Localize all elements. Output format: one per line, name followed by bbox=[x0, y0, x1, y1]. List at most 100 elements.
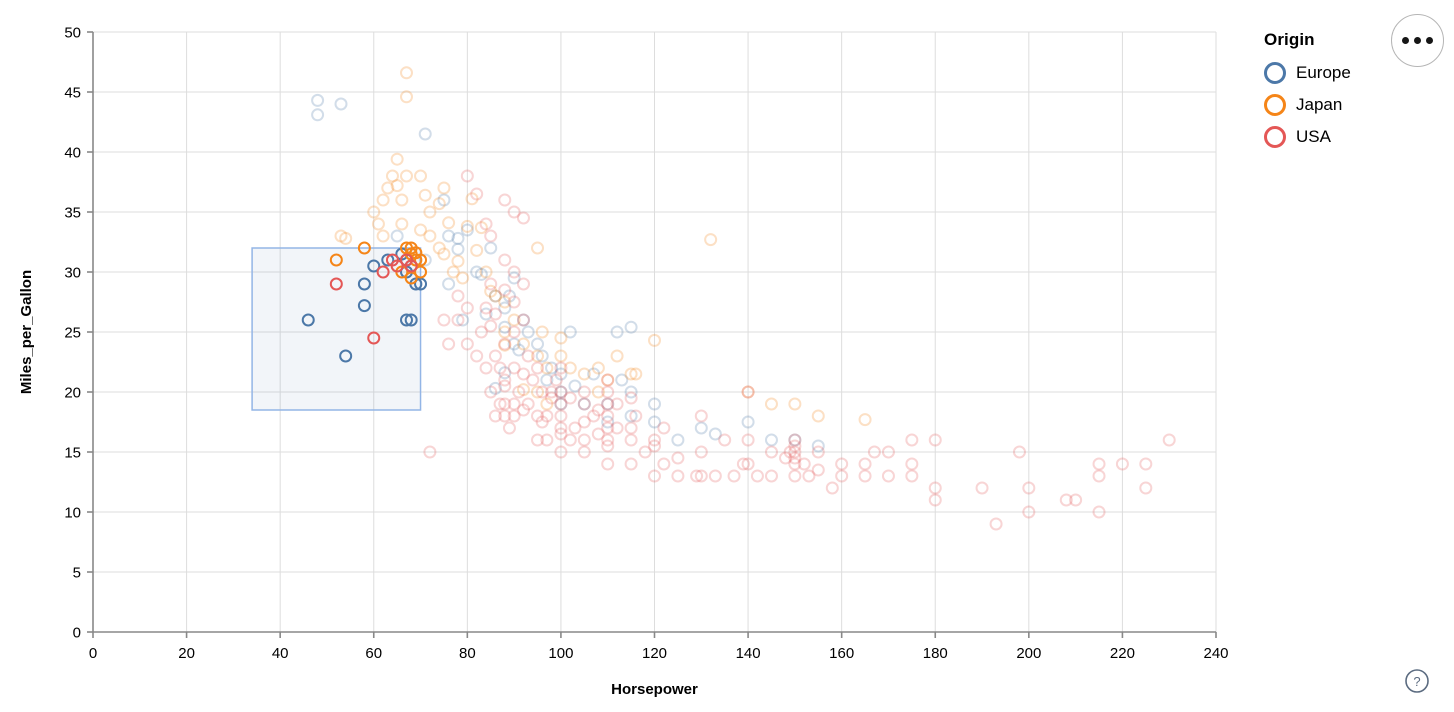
data-point[interactable] bbox=[395, 193, 409, 207]
data-point[interactable] bbox=[610, 421, 624, 435]
data-point[interactable] bbox=[554, 397, 568, 411]
data-point[interactable] bbox=[591, 427, 605, 441]
data-point[interactable] bbox=[390, 229, 404, 243]
data-point[interactable] bbox=[577, 385, 591, 399]
data-point[interactable] bbox=[554, 361, 568, 375]
data-point[interactable] bbox=[577, 397, 591, 411]
data-point[interactable] bbox=[442, 229, 456, 243]
data-point[interactable] bbox=[488, 307, 502, 321]
data-point[interactable] bbox=[568, 379, 582, 393]
data-point[interactable] bbox=[512, 343, 526, 357]
data-point[interactable] bbox=[367, 259, 381, 273]
data-point[interactable] bbox=[1115, 457, 1129, 471]
data-point[interactable] bbox=[601, 409, 615, 423]
data-point[interactable] bbox=[521, 325, 535, 339]
data-point[interactable] bbox=[498, 320, 512, 334]
data-point[interactable] bbox=[474, 267, 488, 281]
data-point[interactable] bbox=[339, 349, 353, 363]
data-point[interactable] bbox=[390, 152, 404, 166]
data-point[interactable] bbox=[788, 433, 802, 447]
data-point[interactable] bbox=[339, 231, 353, 245]
data-point[interactable] bbox=[750, 469, 764, 483]
data-point[interactable] bbox=[470, 243, 484, 257]
data-point[interactable] bbox=[601, 373, 615, 387]
data-point[interactable] bbox=[414, 169, 428, 183]
data-point[interactable] bbox=[390, 259, 404, 273]
data-point[interactable] bbox=[1092, 469, 1106, 483]
data-point[interactable] bbox=[540, 373, 554, 387]
data-point[interactable] bbox=[479, 361, 493, 375]
data-point[interactable] bbox=[535, 349, 549, 363]
data-point[interactable] bbox=[708, 469, 722, 483]
data-point[interactable] bbox=[718, 433, 732, 447]
data-point[interactable] bbox=[601, 415, 615, 429]
data-point[interactable] bbox=[460, 219, 474, 233]
data-point[interactable] bbox=[498, 366, 512, 380]
data-point[interactable] bbox=[577, 397, 591, 411]
data-point[interactable] bbox=[498, 295, 512, 309]
data-point[interactable] bbox=[788, 445, 802, 459]
data-point[interactable] bbox=[376, 229, 390, 243]
data-point[interactable] bbox=[484, 385, 498, 399]
data-point[interactable] bbox=[554, 421, 568, 435]
data-point[interactable] bbox=[905, 469, 919, 483]
data-point[interactable] bbox=[545, 391, 559, 405]
data-point[interactable] bbox=[498, 325, 512, 339]
data-point[interactable] bbox=[741, 457, 755, 471]
data-point[interactable] bbox=[1059, 493, 1073, 507]
data-point[interactable] bbox=[498, 379, 512, 393]
data-point[interactable] bbox=[381, 253, 395, 267]
data-point[interactable] bbox=[376, 265, 390, 279]
data-point[interactable] bbox=[498, 409, 512, 423]
data-point[interactable] bbox=[516, 403, 530, 417]
data-point[interactable] bbox=[1092, 457, 1106, 471]
data-point[interactable] bbox=[928, 433, 942, 447]
data-point[interactable] bbox=[395, 217, 409, 231]
data-point[interactable] bbox=[498, 397, 512, 411]
data-point[interactable] bbox=[563, 433, 577, 447]
data-point[interactable] bbox=[867, 445, 881, 459]
data-point[interactable] bbox=[545, 361, 559, 375]
data-point[interactable] bbox=[928, 493, 942, 507]
data-point[interactable] bbox=[741, 433, 755, 447]
data-point[interactable] bbox=[549, 373, 563, 387]
data-point[interactable] bbox=[526, 373, 540, 387]
data-point[interactable] bbox=[858, 469, 872, 483]
data-point[interactable] bbox=[638, 445, 652, 459]
data-point[interactable] bbox=[531, 433, 545, 447]
data-point[interactable] bbox=[615, 373, 629, 387]
data-point[interactable] bbox=[451, 242, 465, 256]
data-point[interactable] bbox=[507, 313, 521, 327]
data-point[interactable] bbox=[484, 319, 498, 333]
data-point[interactable] bbox=[531, 241, 545, 255]
data-point[interactable] bbox=[451, 254, 465, 268]
data-point[interactable] bbox=[601, 421, 615, 435]
data-point[interactable] bbox=[764, 469, 778, 483]
data-point[interactable] bbox=[516, 367, 530, 381]
data-point[interactable] bbox=[516, 277, 530, 291]
data-point[interactable] bbox=[788, 451, 802, 465]
data-point[interactable] bbox=[648, 397, 661, 411]
data-point[interactable] bbox=[502, 421, 516, 435]
data-point[interactable] bbox=[531, 385, 545, 399]
data-point[interactable] bbox=[554, 445, 568, 459]
data-point[interactable] bbox=[531, 409, 545, 423]
data-point[interactable] bbox=[624, 433, 638, 447]
data-point[interactable] bbox=[629, 367, 643, 381]
data-point[interactable] bbox=[470, 265, 484, 279]
data-point[interactable] bbox=[437, 193, 451, 207]
data-point[interactable] bbox=[488, 289, 502, 303]
data-point[interactable] bbox=[1012, 445, 1026, 459]
data-point[interactable] bbox=[741, 415, 755, 429]
data-point[interactable] bbox=[479, 265, 493, 279]
data-point[interactable] bbox=[437, 313, 451, 327]
data-point[interactable] bbox=[400, 90, 413, 104]
data-point[interactable] bbox=[484, 277, 498, 291]
data-point[interactable] bbox=[460, 337, 474, 351]
data-point[interactable] bbox=[764, 433, 778, 447]
help-button[interactable]: ? bbox=[1404, 668, 1430, 694]
data-point[interactable] bbox=[479, 307, 493, 321]
data-point[interactable] bbox=[858, 413, 872, 427]
data-point[interactable] bbox=[624, 421, 638, 435]
data-point[interactable] bbox=[577, 433, 591, 447]
